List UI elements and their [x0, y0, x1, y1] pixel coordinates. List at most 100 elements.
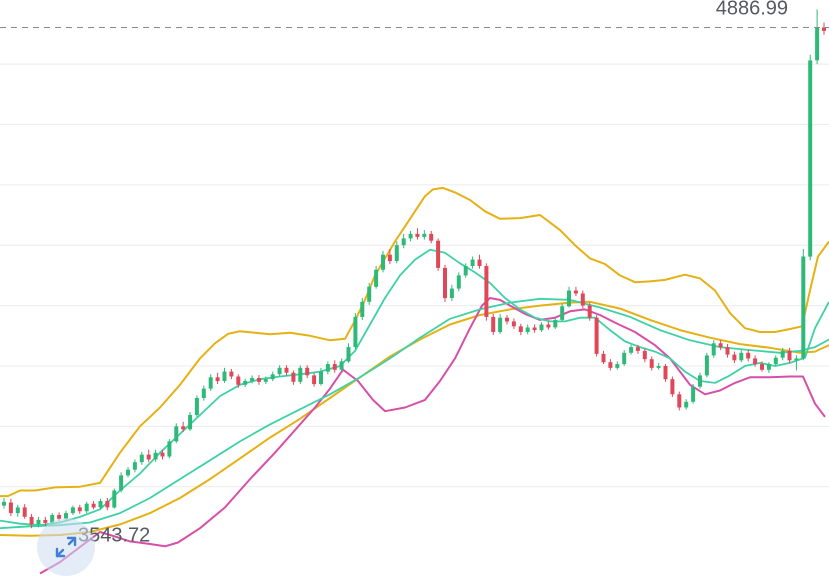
candle-body-up [2, 501, 6, 506]
candle [491, 313, 496, 336]
candle-body-up [401, 238, 406, 246]
candle-body-up [463, 266, 468, 276]
candle-body-down [284, 367, 289, 373]
candle-body-down [484, 266, 489, 317]
candle [746, 350, 751, 362]
candle [257, 375, 261, 385]
candle-body-down [677, 394, 682, 408]
candle [470, 256, 475, 269]
candle [718, 340, 723, 351]
candle-body-down [332, 364, 337, 370]
candle [77, 504, 82, 514]
candle-body-up [560, 306, 565, 320]
candle [815, 9, 820, 65]
candle-body-down [215, 377, 220, 382]
candle-body-down [580, 293, 585, 306]
candle-body-up [711, 343, 716, 356]
candle [401, 233, 406, 249]
candle [263, 376, 268, 385]
candle-body-down [477, 259, 482, 266]
candle-body-up [201, 388, 206, 398]
candle [587, 302, 592, 321]
candle-body-up [36, 519, 41, 525]
candle [132, 459, 137, 473]
candle [194, 395, 199, 417]
candle [353, 313, 358, 349]
candle [532, 324, 537, 333]
candle [360, 298, 365, 320]
candle [539, 322, 544, 332]
candle-body-up [50, 515, 55, 523]
candle-body-down [257, 378, 261, 382]
candle [112, 488, 117, 509]
candle [346, 343, 351, 363]
candle-body-down [642, 350, 647, 360]
candle [277, 365, 282, 377]
current-price-label: 4886.99 [716, 0, 788, 20]
candle [511, 318, 516, 329]
candle [622, 350, 627, 366]
candle [139, 451, 144, 465]
candle [443, 264, 447, 302]
candle-body-down [22, 507, 27, 517]
candle-body-up [691, 386, 696, 402]
candle-body-up [801, 256, 806, 359]
candle-body-down [746, 352, 751, 359]
candle-body-down [718, 343, 723, 348]
candle-body-up [346, 347, 351, 362]
candle-body-up [629, 347, 634, 353]
candle-body-up [622, 352, 627, 365]
candle [573, 286, 578, 297]
candle-body-up [70, 507, 75, 514]
upper-band-line [0, 186, 829, 498]
candle-body-up [808, 60, 813, 257]
candle-body-down [546, 324, 551, 328]
candle [188, 411, 193, 431]
zoom-button[interactable] [37, 518, 95, 576]
candle-body-up [84, 503, 89, 512]
candle-body-up [773, 357, 778, 365]
candle [429, 230, 434, 244]
candle-body-down [387, 254, 392, 262]
candle [642, 348, 647, 363]
candle [732, 351, 737, 363]
candle [704, 352, 709, 378]
candle [325, 361, 330, 375]
candle-body-down [160, 452, 165, 457]
candle [387, 249, 392, 265]
candle [766, 362, 771, 373]
candle-body-down [753, 358, 758, 365]
candle-body-down [649, 359, 654, 368]
candle-body-down [760, 364, 764, 370]
candle [711, 340, 716, 358]
grid-lines [0, 63, 829, 488]
candle-body-down [491, 316, 496, 332]
candle [553, 317, 558, 329]
candle [394, 241, 399, 264]
candle [374, 265, 379, 289]
candle [270, 371, 275, 382]
candle [2, 498, 6, 509]
candles-group [2, 9, 826, 529]
low-price-label: 3543.72 [78, 524, 150, 546]
candle-body-up [353, 316, 358, 348]
candle-body-up [374, 269, 379, 287]
candle [601, 350, 606, 365]
candle [822, 22, 826, 35]
candle [698, 372, 702, 389]
candle-body-down [532, 327, 537, 331]
candle-body-down [415, 233, 420, 237]
candle-body-up [174, 426, 179, 442]
candle-body-up [188, 415, 193, 430]
candle-body-up [498, 317, 503, 332]
candle [305, 365, 310, 379]
candle [760, 361, 764, 372]
candle [319, 367, 323, 386]
candle [780, 347, 785, 361]
candle-body-up [126, 469, 130, 476]
candle-body-down [822, 27, 826, 31]
candle [367, 282, 372, 305]
candle-body-down [57, 515, 62, 519]
candle [436, 238, 441, 271]
candle [691, 384, 696, 404]
